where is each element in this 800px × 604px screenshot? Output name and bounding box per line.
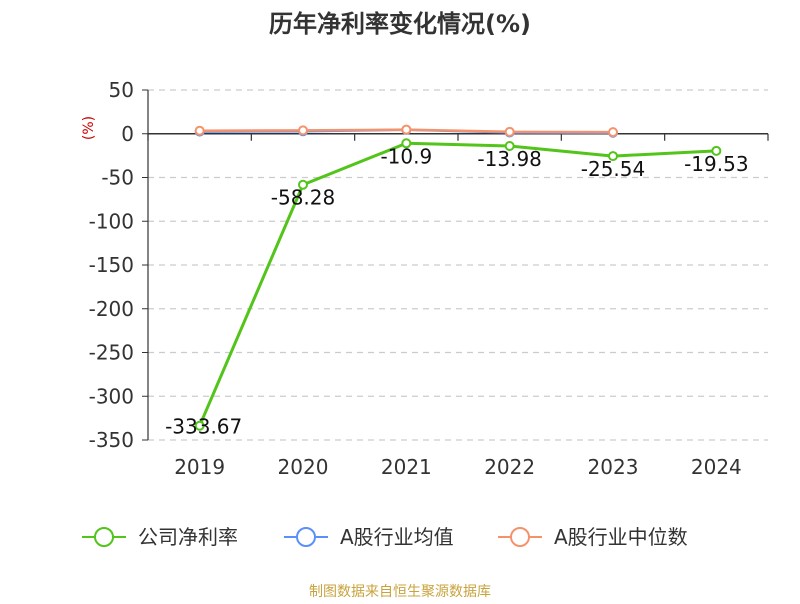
data-label: -19.53 [684, 152, 748, 176]
x-tick-label: 2024 [691, 455, 742, 479]
legend-label: 公司净利率 [138, 525, 238, 549]
legend-circle-icon [510, 527, 530, 547]
data-labels: -333.67 -58.28 -10.9 -13.98 -25.54 -19.53 [165, 144, 749, 438]
chart-title: 历年净利率变化情况(%) [269, 10, 531, 38]
legend-circle-icon [296, 527, 316, 547]
y-tick-label: -350 [89, 428, 134, 452]
y-tick-label: -250 [89, 341, 134, 365]
x-tick-label: 2022 [484, 455, 535, 479]
series-point-0[interactable] [401, 138, 412, 149]
data-label: -25.54 [581, 157, 645, 181]
series-point-0[interactable] [711, 145, 722, 156]
y-tick-label: -200 [89, 297, 134, 321]
series-point-2[interactable] [504, 126, 515, 137]
legend-item-0[interactable]: 公司净利率 [82, 525, 238, 549]
source-note: 制图数据来自恒生聚源数据库 [309, 584, 491, 600]
series-point-2[interactable] [194, 125, 205, 136]
y-tick-label: -150 [89, 253, 134, 277]
legend-item-1[interactable]: A股行业均值 [284, 525, 454, 549]
data-label: -58.28 [271, 186, 335, 210]
data-label: -10.9 [380, 144, 432, 168]
x-tick-label: 2023 [588, 455, 639, 479]
x-tick-label: 2021 [381, 455, 432, 479]
series-lines [194, 124, 722, 431]
axes: 50 0 -50 -100 -150 -200 -250 -300 -350 2019 2020 20… [89, 78, 769, 479]
y-tick-label: -300 [89, 384, 134, 408]
y-tick-label: 50 [109, 78, 134, 102]
legend-label: A股行业中位数 [554, 525, 688, 549]
y-tick-label: 0 [121, 122, 134, 146]
x-tick-label: 2020 [278, 455, 329, 479]
grid-lines [148, 89, 768, 441]
series-point-0[interactable] [298, 179, 308, 190]
x-tick-label: 2019 [174, 455, 225, 479]
y-tick-label: -100 [89, 209, 134, 233]
legend-label: A股行业均值 [340, 525, 454, 549]
series-point-2[interactable] [608, 127, 618, 138]
y-axis-unit-label: (%) [81, 116, 97, 140]
legend[interactable]: 公司净利率 A股行业均值 A股行业中位数 [82, 525, 688, 549]
series-point-0[interactable] [504, 140, 515, 151]
data-label: -13.98 [477, 147, 541, 171]
y-tick-label: -50 [101, 166, 134, 190]
data-label: -333.67 [165, 415, 242, 439]
legend-circle-icon [94, 527, 114, 547]
series-point-2[interactable] [298, 125, 308, 136]
series-point-0[interactable] [608, 151, 618, 162]
series-point-2[interactable] [401, 124, 412, 135]
series-line-0 [198, 141, 717, 427]
series-point-0[interactable] [194, 420, 205, 431]
legend-item-2[interactable]: A股行业中位数 [498, 525, 688, 549]
